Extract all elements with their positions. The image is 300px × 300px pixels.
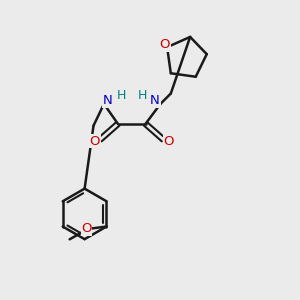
Text: O: O <box>160 38 170 51</box>
Text: O: O <box>164 135 174 148</box>
Text: N: N <box>150 94 160 107</box>
Text: O: O <box>89 135 100 148</box>
Text: N: N <box>103 94 112 107</box>
Text: O: O <box>81 222 92 236</box>
Text: H: H <box>116 89 126 102</box>
Text: H: H <box>137 89 147 102</box>
